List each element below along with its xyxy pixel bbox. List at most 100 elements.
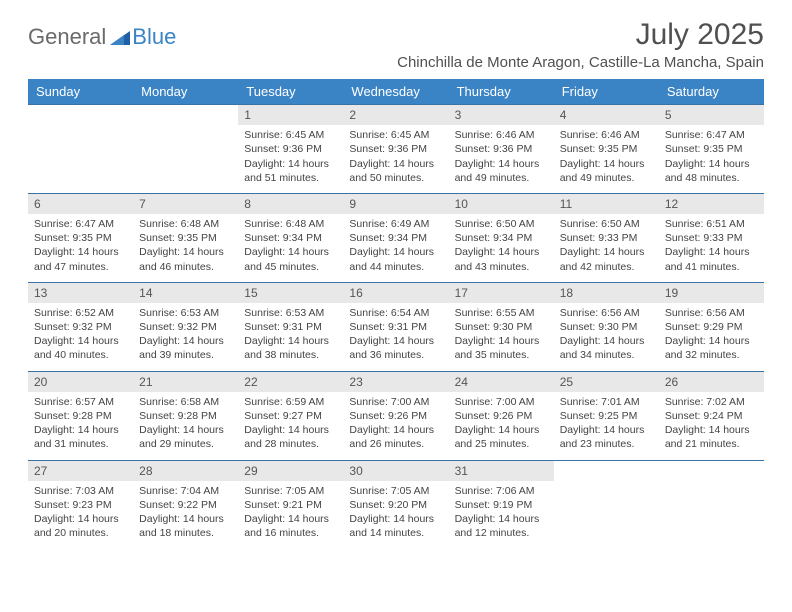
- sunrise-line: Sunrise: 6:49 AM: [349, 217, 442, 231]
- day-cell: 14Sunrise: 6:53 AMSunset: 9:32 PMDayligh…: [133, 282, 238, 371]
- sunrise-line: Sunrise: 6:59 AM: [244, 395, 337, 409]
- day-number: 25: [554, 372, 659, 392]
- daylight-line-2: and 47 minutes.: [34, 260, 127, 274]
- sunrise-line: Sunrise: 7:00 AM: [455, 395, 548, 409]
- daylight-line-1: Daylight: 14 hours: [34, 245, 127, 259]
- day-cell: 13Sunrise: 6:52 AMSunset: 9:32 PMDayligh…: [28, 282, 133, 371]
- sunset-line: Sunset: 9:35 PM: [560, 142, 653, 156]
- day-cell: 8Sunrise: 6:48 AMSunset: 9:34 PMDaylight…: [238, 193, 343, 282]
- daylight-line-1: Daylight: 14 hours: [349, 512, 442, 526]
- sunrise-line: Sunrise: 6:54 AM: [349, 306, 442, 320]
- day-cell: 2Sunrise: 6:45 AMSunset: 9:36 PMDaylight…: [343, 105, 448, 194]
- daylight-line-2: and 31 minutes.: [34, 437, 127, 451]
- sunset-line: Sunset: 9:29 PM: [665, 320, 758, 334]
- week-row: 1Sunrise: 6:45 AMSunset: 9:36 PMDaylight…: [28, 105, 764, 194]
- daylight-line-2: and 40 minutes.: [34, 348, 127, 362]
- daylight-line-2: and 44 minutes.: [349, 260, 442, 274]
- sunrise-line: Sunrise: 6:51 AM: [665, 217, 758, 231]
- daylight-line-1: Daylight: 14 hours: [665, 334, 758, 348]
- daylight-line-1: Daylight: 14 hours: [349, 334, 442, 348]
- day-cell: 10Sunrise: 6:50 AMSunset: 9:34 PMDayligh…: [449, 193, 554, 282]
- sunset-line: Sunset: 9:22 PM: [139, 498, 232, 512]
- month-title: July 2025: [397, 18, 764, 52]
- sunrise-line: Sunrise: 7:01 AM: [560, 395, 653, 409]
- daylight-line-2: and 21 minutes.: [665, 437, 758, 451]
- daylight-line-2: and 29 minutes.: [139, 437, 232, 451]
- daylight-line-2: and 16 minutes.: [244, 526, 337, 540]
- daylight-line-1: Daylight: 14 hours: [34, 423, 127, 437]
- sunset-line: Sunset: 9:31 PM: [244, 320, 337, 334]
- daylight-line-1: Daylight: 14 hours: [665, 423, 758, 437]
- sunrise-line: Sunrise: 7:06 AM: [455, 484, 548, 498]
- sunset-line: Sunset: 9:28 PM: [34, 409, 127, 423]
- day-number: 31: [449, 461, 554, 481]
- col-sunday: Sunday: [28, 79, 133, 105]
- day-number: 7: [133, 194, 238, 214]
- day-cell: 3Sunrise: 6:46 AMSunset: 9:36 PMDaylight…: [449, 105, 554, 194]
- daylight-line-1: Daylight: 14 hours: [455, 512, 548, 526]
- day-number: 22: [238, 372, 343, 392]
- sunset-line: Sunset: 9:26 PM: [455, 409, 548, 423]
- day-cell: 7Sunrise: 6:48 AMSunset: 9:35 PMDaylight…: [133, 193, 238, 282]
- daylight-line-2: and 48 minutes.: [665, 171, 758, 185]
- daylight-line-2: and 42 minutes.: [560, 260, 653, 274]
- daylight-line-1: Daylight: 14 hours: [349, 423, 442, 437]
- day-number: 18: [554, 283, 659, 303]
- day-number: 23: [343, 372, 448, 392]
- sunset-line: Sunset: 9:28 PM: [139, 409, 232, 423]
- daylight-line-2: and 35 minutes.: [455, 348, 548, 362]
- sunset-line: Sunset: 9:26 PM: [349, 409, 442, 423]
- sunrise-line: Sunrise: 7:02 AM: [665, 395, 758, 409]
- daylight-line-1: Daylight: 14 hours: [560, 423, 653, 437]
- day-cell: 17Sunrise: 6:55 AMSunset: 9:30 PMDayligh…: [449, 282, 554, 371]
- sunset-line: Sunset: 9:35 PM: [34, 231, 127, 245]
- sunset-line: Sunset: 9:35 PM: [139, 231, 232, 245]
- day-cell: 1Sunrise: 6:45 AMSunset: 9:36 PMDaylight…: [238, 105, 343, 194]
- sunrise-line: Sunrise: 7:05 AM: [244, 484, 337, 498]
- daylight-line-2: and 39 minutes.: [139, 348, 232, 362]
- sunset-line: Sunset: 9:35 PM: [665, 142, 758, 156]
- daylight-line-2: and 14 minutes.: [349, 526, 442, 540]
- week-row: 27Sunrise: 7:03 AMSunset: 9:23 PMDayligh…: [28, 460, 764, 548]
- daylight-line-2: and 45 minutes.: [244, 260, 337, 274]
- sunset-line: Sunset: 9:33 PM: [560, 231, 653, 245]
- day-cell: 29Sunrise: 7:05 AMSunset: 9:21 PMDayligh…: [238, 460, 343, 548]
- col-thursday: Thursday: [449, 79, 554, 105]
- daylight-line-1: Daylight: 14 hours: [560, 245, 653, 259]
- sunrise-line: Sunrise: 6:50 AM: [560, 217, 653, 231]
- sunset-line: Sunset: 9:27 PM: [244, 409, 337, 423]
- sunrise-line: Sunrise: 6:45 AM: [349, 128, 442, 142]
- day-number: 10: [449, 194, 554, 214]
- sunrise-line: Sunrise: 6:56 AM: [560, 306, 653, 320]
- day-cell: 16Sunrise: 6:54 AMSunset: 9:31 PMDayligh…: [343, 282, 448, 371]
- day-cell: 24Sunrise: 7:00 AMSunset: 9:26 PMDayligh…: [449, 371, 554, 460]
- sunrise-line: Sunrise: 6:48 AM: [244, 217, 337, 231]
- daylight-line-2: and 41 minutes.: [665, 260, 758, 274]
- daylight-line-1: Daylight: 14 hours: [244, 423, 337, 437]
- daylight-line-1: Daylight: 14 hours: [244, 157, 337, 171]
- day-number: 20: [28, 372, 133, 392]
- daylight-line-1: Daylight: 14 hours: [455, 245, 548, 259]
- sunrise-line: Sunrise: 7:03 AM: [34, 484, 127, 498]
- day-cell: 18Sunrise: 6:56 AMSunset: 9:30 PMDayligh…: [554, 282, 659, 371]
- sunset-line: Sunset: 9:33 PM: [665, 231, 758, 245]
- daylight-line-2: and 20 minutes.: [34, 526, 127, 540]
- daylight-line-1: Daylight: 14 hours: [665, 245, 758, 259]
- sunrise-line: Sunrise: 6:48 AM: [139, 217, 232, 231]
- day-cell: [659, 460, 764, 548]
- week-row: 20Sunrise: 6:57 AMSunset: 9:28 PMDayligh…: [28, 371, 764, 460]
- day-number: 27: [28, 461, 133, 481]
- daylight-line-2: and 26 minutes.: [349, 437, 442, 451]
- day-cell: 11Sunrise: 6:50 AMSunset: 9:33 PMDayligh…: [554, 193, 659, 282]
- sunrise-line: Sunrise: 6:46 AM: [455, 128, 548, 142]
- day-number: 12: [659, 194, 764, 214]
- day-number: 21: [133, 372, 238, 392]
- sunset-line: Sunset: 9:21 PM: [244, 498, 337, 512]
- day-cell: 23Sunrise: 7:00 AMSunset: 9:26 PMDayligh…: [343, 371, 448, 460]
- week-row: 6Sunrise: 6:47 AMSunset: 9:35 PMDaylight…: [28, 193, 764, 282]
- header: GeneralBlue July 2025 Chinchilla de Mont…: [28, 18, 764, 71]
- sunrise-line: Sunrise: 7:04 AM: [139, 484, 232, 498]
- daylight-line-2: and 49 minutes.: [455, 171, 548, 185]
- sunset-line: Sunset: 9:34 PM: [244, 231, 337, 245]
- day-cell: 21Sunrise: 6:58 AMSunset: 9:28 PMDayligh…: [133, 371, 238, 460]
